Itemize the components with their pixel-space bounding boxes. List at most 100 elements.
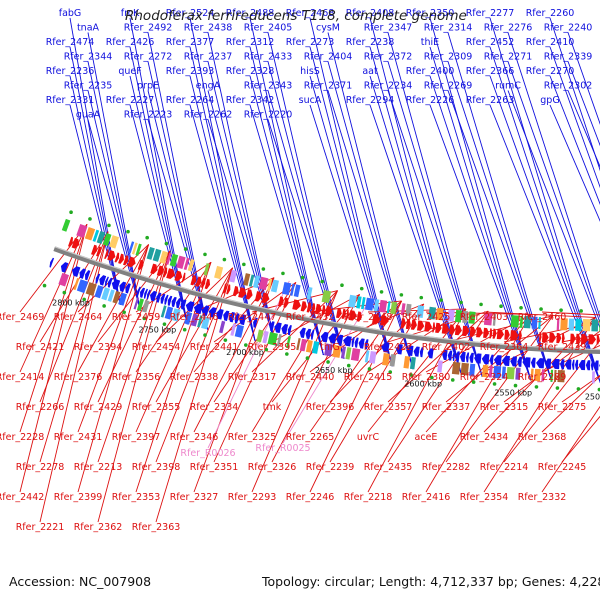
forward-gene-leader-line [489, 17, 600, 383]
tick-dot [305, 356, 310, 360]
gene-arrow [195, 276, 202, 287]
reverse-gene-label: Rfer_2315 [480, 402, 529, 413]
gene-arrow [254, 291, 262, 302]
gene-arrow [549, 332, 556, 343]
cog-block [501, 366, 506, 379]
cog-block [152, 248, 162, 262]
gene-arrow [424, 321, 433, 332]
forward-gene-leader-line [267, 119, 345, 359]
tick-dot [579, 309, 583, 313]
reverse-gene-label: Rfer_2421 [16, 342, 65, 353]
gene-arrow [581, 333, 588, 345]
tick-dot [399, 293, 404, 297]
gene-arrow [146, 289, 151, 300]
forward-gene-label: Rfer_2238 [346, 37, 395, 48]
gene-arrow [150, 263, 158, 275]
feature-ring-0 [42, 283, 600, 392]
cog-block [92, 229, 100, 242]
gene-arrow [283, 297, 289, 308]
reverse-gene-leader-line [19, 224, 88, 493]
tick-dot [519, 305, 523, 310]
cog-block [575, 318, 582, 331]
forward-gene-leader-line [249, 17, 324, 356]
cog-block [262, 330, 269, 344]
gene-arrow [590, 360, 594, 371]
reverse-gene-label: Rfer_2239 [306, 462, 355, 473]
forward-gene-label: Rfer_2226 [406, 95, 455, 106]
forward-gene-leader-line [507, 90, 600, 330]
tick-dot [499, 304, 503, 309]
gene-arrow [489, 354, 494, 365]
gene-arrow [71, 266, 81, 277]
forward-gene-leader-line [69, 104, 121, 305]
reverse-gene-label: aceE [415, 432, 438, 443]
reverse-gene-label: Rfer_2402 [422, 342, 471, 353]
reverse-gene-label: Rfer_2364 [480, 342, 529, 353]
cog-block [568, 318, 575, 331]
gene-arrow [510, 356, 517, 367]
reverse-gene-label: Rfer_2431 [54, 432, 103, 443]
cog-block [390, 301, 398, 315]
gene-arrow [522, 357, 531, 368]
tick-dot [145, 235, 149, 240]
gene-arrow [99, 275, 107, 286]
gene-arrow [380, 315, 389, 326]
cog-block [416, 305, 425, 318]
tick-dot [69, 210, 73, 215]
reverse-gene-leader-line [503, 330, 600, 403]
reverse-gene-label: Rfer_2368 [518, 432, 567, 443]
gene-arrow [574, 359, 579, 370]
tick-dot [281, 271, 285, 276]
reverse-gene-label: Rfer_2325 [228, 432, 277, 443]
reverse-gene-leader-line [155, 267, 233, 343]
reverse-gene-leader-line [193, 277, 275, 433]
cog-block [493, 365, 502, 379]
forward-gene-leader-line [549, 75, 600, 205]
reverse-gene-label: Rfer_2446 [170, 312, 219, 323]
forward-gene-label: Rfer_2524 [166, 8, 215, 19]
cog-block [229, 269, 238, 283]
gene-arrow [216, 309, 224, 320]
cog-block [85, 282, 97, 297]
feature-ring-3 [68, 236, 600, 345]
gene-arrow [561, 333, 565, 344]
reverse-gene-label: Rfer_2460 [518, 312, 567, 323]
forward-gene-label: Rfer_2240 [544, 23, 593, 34]
gene-arrow [232, 285, 239, 297]
forward-gene-label: Rfer_2347 [364, 23, 413, 34]
gene-arrow [185, 301, 195, 313]
cog-block [373, 299, 380, 312]
tick-dot [182, 327, 187, 332]
cog-block [118, 292, 128, 306]
reverse-gene-label: thiG [320, 342, 340, 353]
kbp-tick-label: 2650 kbp [315, 366, 353, 375]
cog-block [267, 332, 278, 346]
forward-gene-label: engA [196, 81, 221, 92]
forward-gene-label: aat [362, 66, 378, 77]
gene-arrow [49, 257, 55, 268]
cog-block [506, 366, 515, 380]
gene-arrow [181, 272, 186, 283]
forward-gene-label: Rfer_2331 [46, 95, 95, 106]
forward-gene-label: gpG [540, 95, 559, 106]
tick-dot [162, 322, 167, 326]
topology-text: Topology: circular; Length: 4,712,337 bp… [262, 574, 600, 589]
kbp-tick-label: 2700 kbp [226, 348, 264, 357]
gene-arrow [372, 313, 381, 325]
forward-gene-label: Rfer_2237 [184, 52, 233, 63]
reverse-gene-label: Rfer_2282 [422, 462, 471, 473]
forward-gene-label: Rfer_2410 [526, 37, 575, 48]
kbp-tick-label: 2750 kbp [139, 326, 177, 335]
reverse-gene-leader-line [39, 231, 109, 463]
gene-arrow [310, 329, 315, 340]
tick-dot [513, 383, 518, 388]
reverse-gene-leader-line [561, 374, 600, 403]
cog-block [469, 363, 476, 377]
feature-ring-4 [61, 218, 600, 332]
forward-gene-label: Rfer_2433 [244, 52, 293, 63]
cog-block [400, 303, 406, 316]
cog-block [364, 350, 370, 363]
gene-arrow [60, 262, 69, 273]
cog-block [290, 283, 295, 296]
forward-gene-label: Rfer_2223 [124, 110, 173, 121]
